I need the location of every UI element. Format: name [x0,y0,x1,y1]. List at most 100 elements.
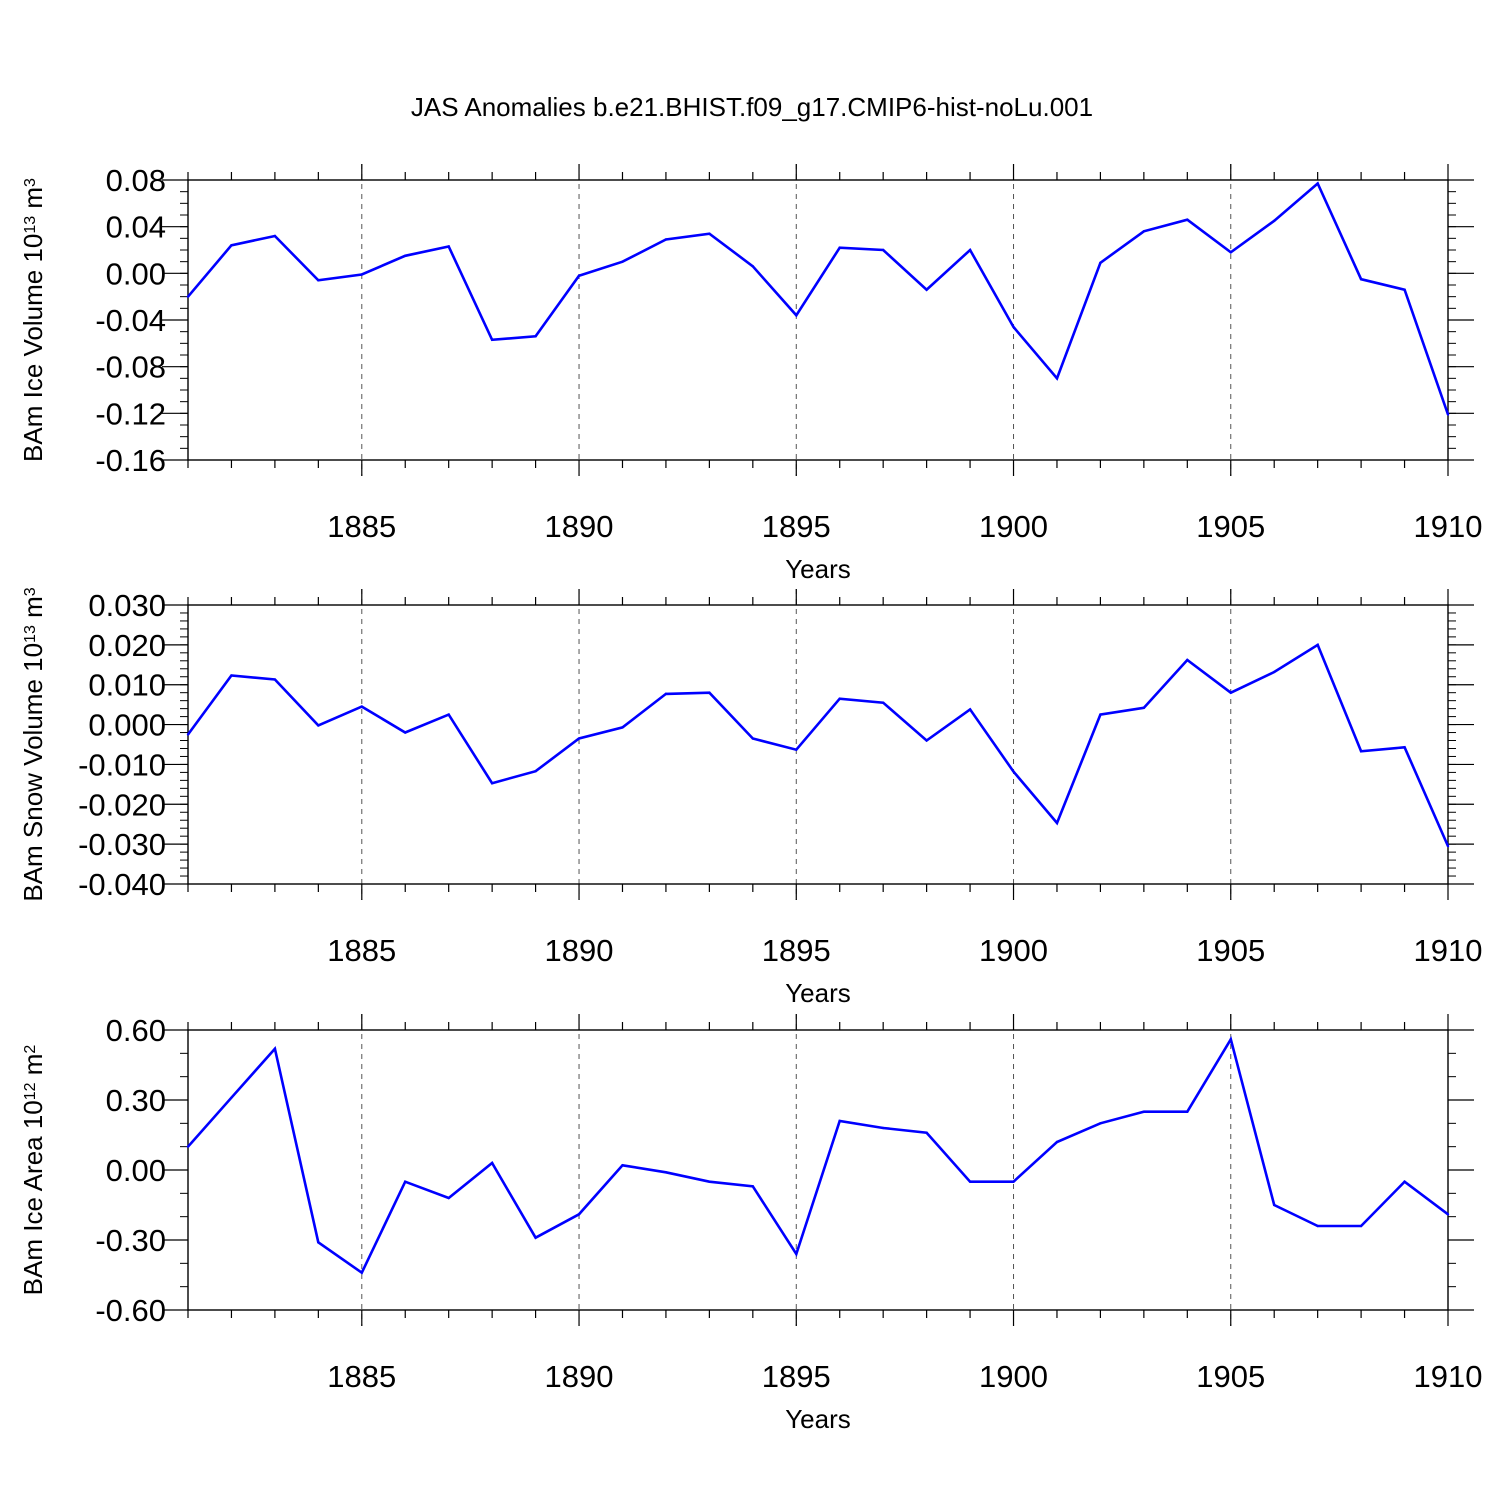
data-point [490,1161,494,1165]
x-tick-label: 1910 [1414,933,1483,968]
data-point [751,1185,755,1188]
y-tick-label: 0.00 [106,1153,166,1188]
data-point [1012,1180,1015,1183]
x-tick-label: 1900 [979,509,1048,544]
data-point [1446,413,1450,416]
x-axis-title: Years [785,978,851,1008]
data-point [404,1180,407,1183]
figure-title: JAS Anomalies b.e21.BHIST.f09_g17.CMIP6-… [411,92,1093,122]
data-point [404,254,407,258]
data-point [1229,251,1232,254]
data-point [577,737,581,740]
x-tick-label: 1890 [545,509,614,544]
y-tick-label: -0.04 [95,303,166,338]
data-point [273,234,277,238]
data-point [968,708,972,711]
data-point [404,731,407,734]
x-tick-label: 1890 [545,933,614,968]
data-point [447,1196,450,1200]
y-tick-label: 0.030 [88,588,166,623]
data-point [317,724,320,727]
x-tick-label: 1885 [327,1359,396,1394]
data-point [621,1164,624,1167]
data-point [1055,1140,1059,1144]
y-tick-label: -0.16 [95,443,166,478]
x-axis-title: Years [785,1404,851,1434]
data-point [1229,691,1232,694]
data-point [230,1096,233,1099]
data-point [490,338,494,342]
y-axis-title-superscript: 13 [22,625,39,643]
y-tick-label: -0.12 [95,396,166,431]
y-tick-label: 0.60 [106,1013,166,1048]
y-tick-label: 0.010 [88,668,166,703]
y-axis-title-part: m [18,187,48,216]
data-point [838,1119,841,1123]
data-point [751,265,755,268]
data-point [534,1236,537,1239]
data-point [925,739,928,742]
y-tick-label: -0.020 [78,787,166,822]
data-point [925,1131,928,1134]
y-tick-label: -0.60 [95,1293,166,1328]
data-point [1403,1180,1406,1183]
data-point [838,246,841,249]
data-point [1099,713,1102,716]
data-point [1273,1203,1276,1207]
data-point [881,701,885,704]
data-point [664,238,668,241]
y-axis-title-part: BAm Ice Area 10 [18,1100,48,1295]
data-point [186,733,190,736]
data-point [1142,706,1146,710]
data-point [1273,219,1276,223]
x-tick-label: 1910 [1414,509,1483,544]
y-tick-label: 0.020 [88,628,166,663]
x-tick-label: 1885 [327,933,396,968]
data-point [925,288,928,291]
data-point [838,697,841,700]
y-axis-title-superscript: 13 [22,216,39,234]
data-point [360,273,363,276]
data-point [490,781,494,785]
data-point [1012,325,1015,329]
data-point [230,674,233,677]
y-axis-title-superscript: 12 [22,1082,39,1100]
y-axis-title: BAm Ice Area 1012 m2 [18,1045,48,1296]
plot-frame [187,1029,1449,1311]
data-point [708,232,711,235]
data-point [360,1271,363,1274]
data-point [1229,1038,1232,1041]
data-point [577,274,581,277]
data-point [1186,1110,1189,1113]
x-tick-label: 1900 [979,933,1048,968]
panels: 0.08 0.04 0.00 -0.04 -0.08 -0.12 -0.16 1885 1890… [18,163,1482,1434]
data-point [1446,1213,1450,1216]
x-tick-label: 1895 [762,509,831,544]
data-point [1316,643,1319,647]
data-point [447,245,450,248]
data-point [881,1126,885,1130]
data-point [447,713,450,716]
data-point [708,1180,711,1183]
y-tick-label: 0.30 [106,1083,166,1118]
panel-3: 0.60 0.30 0.00 -0.30 -0.60 1885 1890 1895 1900 19… [18,1013,1482,1434]
data-point [751,737,755,740]
data-point [1273,670,1276,674]
data-point [621,726,624,729]
data-point [1316,1224,1319,1228]
y-tick-label: -0.30 [95,1223,166,1258]
data-point [1055,821,1059,825]
data-point [230,244,233,247]
x-tick-label: 1885 [327,509,396,544]
y-axis-title-part: m [18,1054,48,1083]
data-point [795,314,798,317]
data-point [273,1047,277,1050]
y-axis-title-part: m [18,596,48,625]
data-point [1403,288,1406,291]
data-point [534,335,537,338]
data-point [1186,658,1189,662]
data-point [1403,746,1406,749]
y-tick-label: 0.08 [106,163,166,198]
y-axis-title-superscript: 3 [22,587,39,596]
